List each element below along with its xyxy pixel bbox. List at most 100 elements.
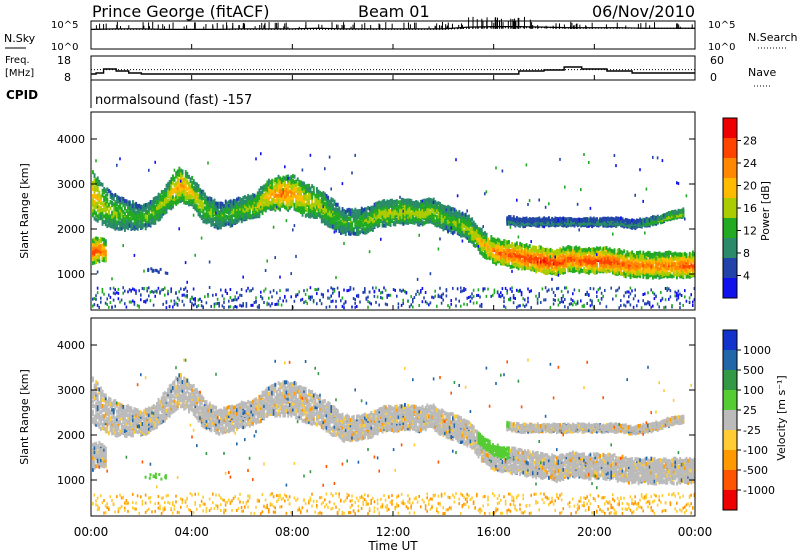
heatmap-cell — [106, 206, 109, 211]
heatmap-speckle — [93, 303, 96, 307]
heatmap-cell — [269, 190, 272, 195]
heatmap-cell — [92, 187, 94, 192]
heatmap-cell — [96, 193, 99, 198]
heatmap-cell — [95, 241, 98, 246]
heatmap-speckle — [325, 305, 328, 309]
heatmap-cell — [112, 222, 115, 227]
heatmap-cell — [528, 244, 531, 248]
heatmap-cell — [540, 253, 542, 258]
heatmap-cell — [288, 176, 291, 181]
heatmap-cell — [240, 210, 243, 215]
heatmap-cell — [288, 184, 291, 188]
heatmap-speckle — [512, 296, 515, 300]
heatmap-speckle — [120, 298, 123, 302]
heatmap-cell — [541, 266, 544, 271]
heatmap-speckle — [434, 294, 436, 298]
heatmap-cell — [184, 189, 187, 194]
heatmap-cell — [498, 247, 501, 252]
heatmap-cell — [210, 221, 213, 225]
heatmap-cell — [106, 197, 109, 202]
heatmap-cell — [530, 250, 533, 255]
heatmap-speckle — [469, 299, 472, 303]
heatmap-cell — [415, 203, 418, 208]
heatmap-cell — [160, 194, 163, 199]
heatmap-speckle — [276, 205, 278, 209]
heatmap-cell — [202, 208, 205, 213]
heatmap-cell — [117, 221, 120, 225]
heatmap-cell — [263, 202, 266, 207]
heatmap-cell — [92, 242, 94, 247]
heatmap-cell — [132, 200, 134, 205]
heatmap-cell — [368, 215, 371, 220]
heatmap-speckle — [536, 301, 539, 305]
heatmap-cell — [128, 200, 131, 205]
heatmap-cell — [444, 209, 446, 214]
heatmap-speckle — [562, 300, 564, 304]
heatmap-cell — [495, 244, 498, 249]
heatmap-cell — [344, 210, 347, 214]
heatmap-cell — [319, 202, 322, 207]
heatmap-cell — [311, 195, 314, 200]
heatmap-cell — [560, 218, 563, 223]
heatmap-speckle — [280, 303, 283, 307]
heatmap-cell — [173, 176, 176, 181]
heatmap-cell — [410, 201, 413, 206]
heatmap-speckle — [349, 286, 352, 289]
heatmap-cell — [407, 207, 410, 212]
heatmap-cell — [236, 203, 238, 208]
heatmap-cell — [472, 226, 475, 231]
heatmap-cell — [239, 209, 242, 214]
heatmap-speckle — [554, 255, 556, 259]
heatmap-cell — [402, 216, 405, 221]
heatmap-cell — [189, 202, 192, 207]
heatmap-speckle — [381, 296, 384, 300]
heatmap-cell — [324, 214, 326, 219]
heatmap-speckle — [146, 286, 148, 290]
heatmap-cell — [570, 260, 573, 265]
heatmap-cell — [340, 224, 342, 229]
heatmap-speckle — [567, 306, 569, 310]
heatmap-cell — [389, 216, 392, 221]
heatmap-cell — [98, 194, 101, 199]
heatmap-speckle — [248, 289, 251, 293]
heatmap-cell — [362, 208, 365, 213]
heatmap-cell — [560, 261, 563, 266]
heatmap-cell — [311, 184, 314, 189]
heatmap-cell — [224, 218, 227, 223]
heatmap-speckle — [154, 289, 156, 293]
heatmap-cell — [98, 179, 101, 184]
heatmap-cell — [103, 195, 106, 200]
heatmap-cell — [247, 202, 250, 207]
heatmap-cell — [104, 217, 107, 222]
heatmap-cell — [92, 180, 94, 185]
heatmap-cell — [407, 198, 410, 203]
heatmap-cell — [565, 218, 568, 223]
heatmap-cell — [562, 253, 565, 258]
heatmap-cell — [480, 245, 483, 250]
heatmap-cell — [504, 249, 507, 253]
heatmap-cell — [412, 220, 414, 225]
heatmap-cell — [562, 218, 565, 223]
heatmap-cell — [442, 223, 445, 228]
heatmap-cell — [415, 210, 418, 215]
heatmap-speckle — [524, 304, 526, 308]
heatmap-cell — [104, 206, 107, 211]
heatmap-cell — [124, 201, 126, 206]
heatmap-cell — [442, 205, 445, 210]
heatmap-cell — [341, 212, 344, 217]
heatmap-speckle — [368, 290, 371, 294]
heatmap-cell — [138, 210, 141, 215]
heatmap-cell — [512, 244, 515, 249]
heatmap-cell — [216, 216, 219, 221]
heatmap-speckle — [170, 290, 172, 294]
heatmap-cell — [397, 218, 400, 223]
heatmap-cell — [564, 217, 566, 222]
heatmap-cell — [439, 213, 442, 218]
heatmap-cell — [143, 203, 146, 208]
heatmap-cell — [546, 264, 549, 269]
heatmap-cell — [236, 215, 238, 220]
heatmap-speckle — [295, 254, 297, 258]
heatmap-cell — [164, 202, 166, 207]
heatmap-speckle — [213, 305, 216, 309]
heatmap-cell — [216, 210, 219, 215]
